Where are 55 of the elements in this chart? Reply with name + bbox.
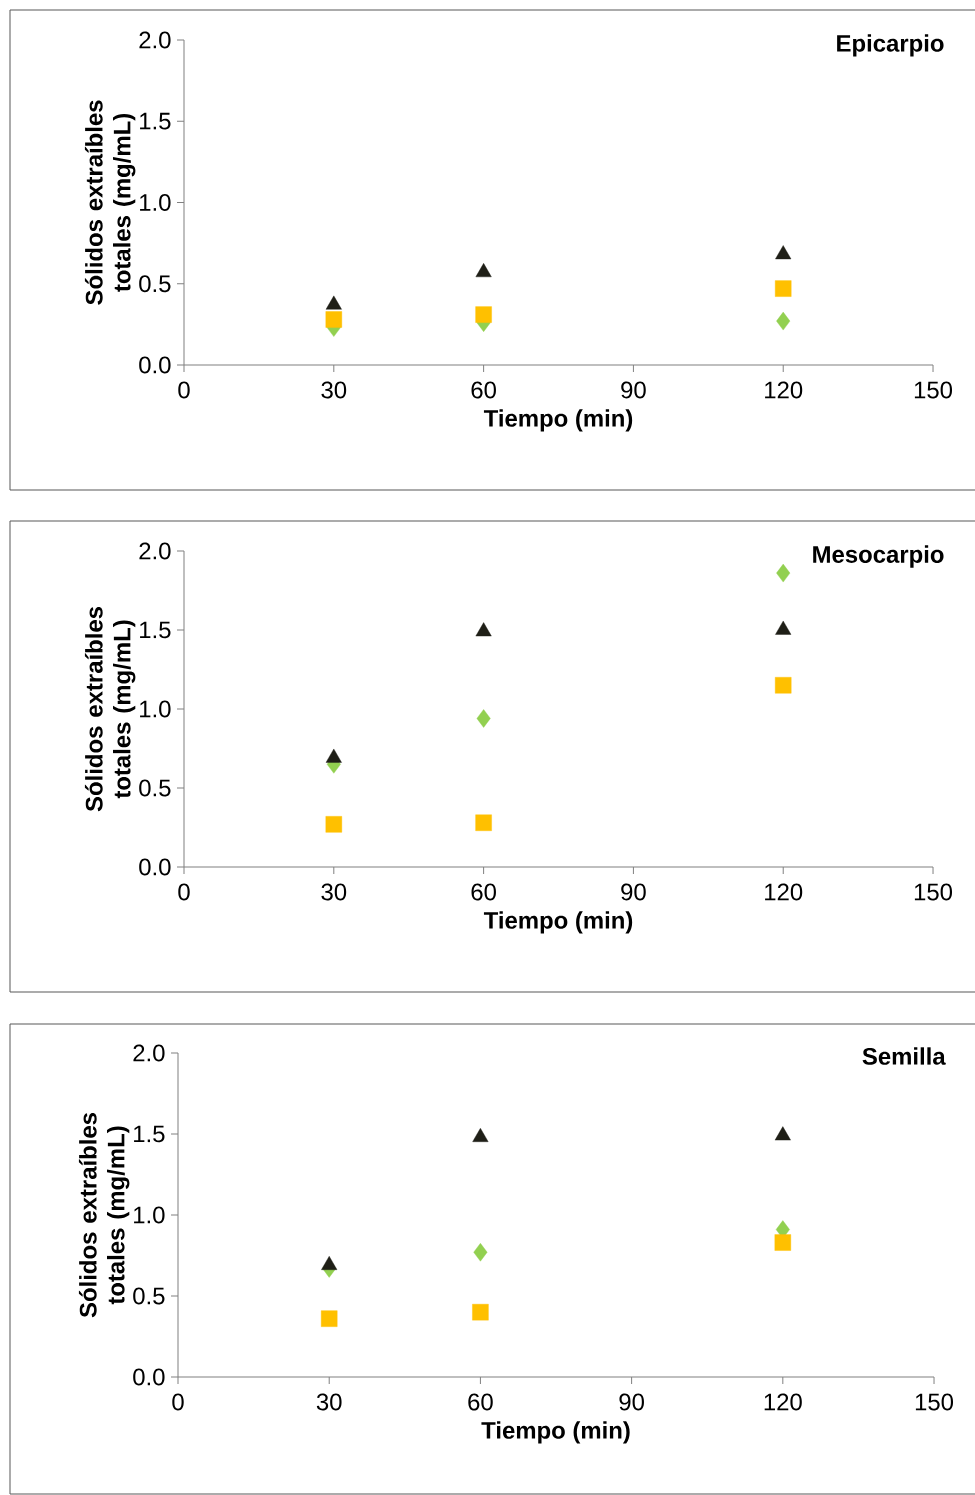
point	[775, 677, 792, 694]
y-tick-label: 1.5	[140, 621, 171, 639]
point	[774, 1234, 792, 1251]
x-axis-title: Tiempo (min)	[483, 911, 633, 934]
point	[325, 816, 343, 833]
y-tick-label: 1.5	[134, 1125, 165, 1143]
x-tick-label: 0	[178, 883, 190, 901]
y-tick-label: 0.5	[139, 275, 171, 293]
point	[776, 563, 791, 583]
x-tick-label: 0	[172, 1393, 184, 1411]
chart-title: Epicarpio	[837, 34, 944, 57]
x-tick-label: 30	[316, 1393, 342, 1411]
y-axis-title: Sólidos extraíbles totales (mg/mL)	[78, 1112, 130, 1318]
point	[472, 1128, 489, 1142]
y-tick-label: 0.0	[133, 1368, 165, 1386]
x-tick-label: 120	[765, 883, 803, 901]
chart-title: Mesocarpio	[813, 545, 944, 568]
x-tick-label: 90	[621, 883, 646, 901]
x-tick-label: 90	[619, 1393, 644, 1411]
y-tick-label: 1.5	[140, 112, 171, 130]
x-tick-label: 120	[764, 1393, 802, 1411]
y-tick-label: 2.0	[139, 542, 171, 560]
y-tick-label: 0.0	[139, 356, 171, 374]
point	[775, 620, 792, 635]
y-tick-label: 0.5	[139, 779, 171, 797]
y-tick-label: 2.0	[139, 31, 171, 49]
x-tick-label: 60	[471, 381, 496, 399]
y-tick-label: 1.0	[134, 1206, 165, 1224]
point	[472, 1304, 489, 1321]
y-tick-label: 0.5	[133, 1287, 165, 1305]
x-tick-label: 150	[914, 381, 953, 399]
chart-title: Semilla	[862, 1047, 946, 1065]
y-tick-label: 1.0	[140, 194, 171, 211]
x-tick-label: 30	[321, 883, 347, 901]
x-tick-label: 60	[471, 883, 496, 901]
y-axis-title: Sólidos extraíbles totales (mg/mL)	[84, 100, 136, 305]
point	[473, 1243, 488, 1262]
point	[475, 622, 492, 637]
point	[321, 1310, 338, 1327]
y-axis-title: Sólidos extraíbles totales (mg/mL)	[84, 606, 136, 812]
x-axis-title: Tiempo (min)	[481, 1421, 630, 1444]
x-tick-label: 90	[621, 381, 646, 399]
y-tick-label: 0.0	[139, 858, 171, 876]
x-tick-label: 120	[765, 381, 803, 399]
x-axis-title: Tiempo (min)	[483, 409, 633, 432]
y-tick-label: 2.0	[133, 1044, 165, 1062]
point	[774, 1126, 791, 1141]
y-tick-label: 1.0	[140, 700, 171, 718]
x-tick-label: 30	[321, 381, 347, 399]
x-tick-label: 0	[178, 381, 190, 399]
point	[476, 709, 491, 728]
point	[475, 814, 492, 831]
x-tick-label: 150	[915, 1393, 954, 1411]
x-tick-label: 150	[914, 883, 953, 901]
x-tick-label: 60	[468, 1393, 493, 1411]
